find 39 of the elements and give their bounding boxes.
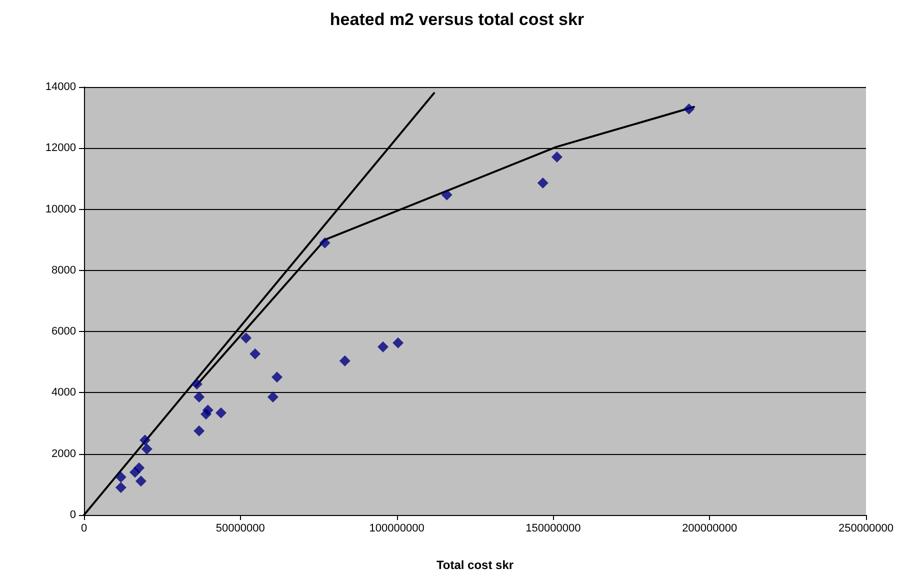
point (141, 443, 152, 454)
point (135, 476, 146, 487)
point (683, 104, 694, 115)
point (250, 348, 261, 360)
point (115, 472, 126, 483)
y-tick-label: 4000 (52, 386, 76, 399)
y-tick-label: 8000 (52, 264, 76, 276)
point (134, 462, 145, 474)
point (115, 482, 126, 493)
x-tick-label: 150000000 (526, 522, 581, 534)
x-tick-label: 200000000 (682, 522, 738, 534)
point (339, 355, 350, 366)
point (240, 332, 252, 344)
x-tick-label: 250000000 (838, 522, 894, 534)
x-tick-label: 0 (80, 522, 88, 534)
point (537, 177, 548, 188)
point (392, 337, 404, 348)
y-tick-label: 10000 (45, 203, 76, 216)
point (272, 372, 282, 383)
y-tick-label: 0 (70, 509, 76, 521)
point (139, 434, 150, 446)
point (194, 425, 205, 436)
y-tick-label: 14000 (45, 81, 76, 93)
point (202, 404, 214, 416)
point (194, 391, 205, 402)
point (191, 378, 202, 390)
y-tick-label: 6000 (52, 326, 76, 338)
point (319, 237, 330, 248)
point (378, 341, 389, 352)
x-tick-label: 50000000 (216, 522, 265, 534)
x-axis-title: Total cost skr (436, 558, 514, 572)
y-tick-label: 2000 (52, 448, 76, 460)
chart-title: heated m2 versus total cost skr (330, 10, 584, 29)
point (267, 391, 278, 402)
y-tick-label: 12000 (45, 142, 76, 154)
x-tick-label: 100000000 (369, 522, 424, 534)
point (441, 189, 452, 200)
point (216, 407, 227, 418)
point (551, 152, 562, 163)
